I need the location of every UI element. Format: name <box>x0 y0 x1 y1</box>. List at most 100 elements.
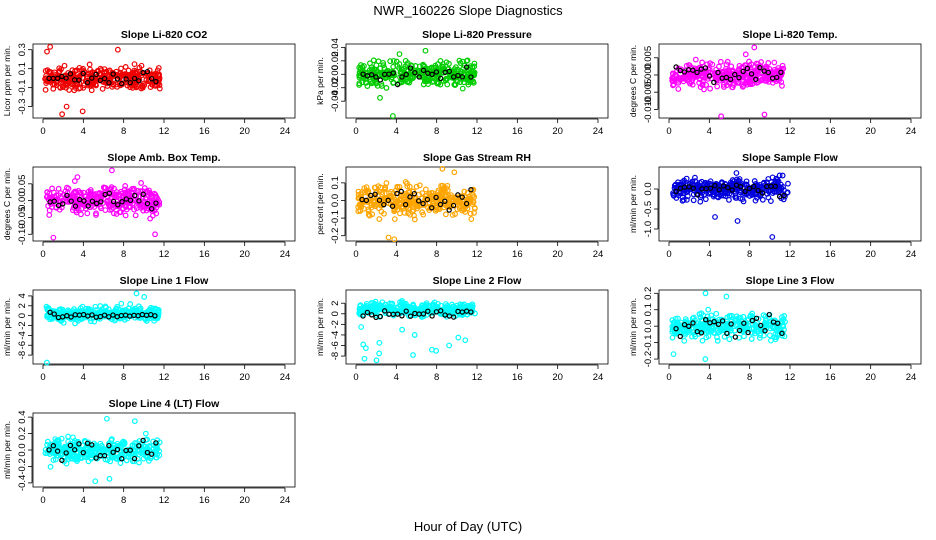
y-tick-label: 0.2 <box>643 287 654 300</box>
x-tick-label: 8 <box>121 372 126 383</box>
reference-point <box>59 73 65 80</box>
x-tick-label: 20 <box>552 126 563 137</box>
data-point <box>155 65 162 71</box>
reference-point <box>81 198 87 204</box>
x-tick-label: 16 <box>199 495 210 506</box>
data-point <box>131 61 138 68</box>
data-point <box>779 82 785 89</box>
x-tick-label: 24 <box>280 495 291 506</box>
data-point <box>672 72 678 78</box>
data-point <box>443 76 450 83</box>
data-point <box>767 337 774 344</box>
data-point <box>431 299 438 306</box>
data-point <box>49 185 55 192</box>
x-tick-label: 4 <box>707 126 712 137</box>
y-tick-label: 0.1 <box>17 62 28 75</box>
reference-point <box>110 198 117 205</box>
data-point <box>363 187 370 194</box>
reference-point <box>67 71 74 77</box>
y-tick-label: 0.000 <box>643 63 654 87</box>
data-point <box>411 216 418 223</box>
reference-point <box>403 308 409 314</box>
data-point <box>87 452 94 459</box>
data-point <box>91 318 98 325</box>
data-point <box>765 176 772 182</box>
reference-point <box>89 198 96 204</box>
data-point <box>391 216 398 223</box>
reference-point <box>93 200 100 207</box>
data-point <box>761 332 767 339</box>
data-point <box>144 189 151 196</box>
data-point <box>748 325 755 332</box>
reference-point <box>72 447 78 453</box>
y-tick-label: -8 <box>17 351 28 359</box>
reference-point <box>468 309 474 315</box>
y-tick-label: 0.005 <box>643 46 654 70</box>
data-point <box>767 198 774 204</box>
reference-point <box>707 185 714 191</box>
data-point <box>117 70 123 77</box>
y-tick-label: 0 <box>17 313 28 318</box>
data-point <box>776 172 783 179</box>
data-point <box>371 304 377 311</box>
data-point <box>376 188 383 195</box>
y-tick-label: 0.4 <box>17 411 28 424</box>
x-tick-label: 16 <box>199 249 210 260</box>
data-point <box>389 300 396 307</box>
x-tick-label: 24 <box>906 126 917 137</box>
reference-point <box>742 188 748 195</box>
data-point <box>469 306 476 313</box>
data-point <box>433 303 440 310</box>
data-point <box>404 62 411 68</box>
reference-point <box>51 198 57 204</box>
data-point <box>671 182 678 189</box>
data-point <box>118 300 125 307</box>
data-point <box>440 61 446 68</box>
data-point <box>438 191 445 198</box>
data-point <box>67 316 74 322</box>
plot-box <box>32 412 296 488</box>
data-point <box>108 449 114 456</box>
data-point <box>785 180 791 187</box>
data-point <box>748 61 755 68</box>
data-point <box>763 63 770 70</box>
reference-point <box>778 69 784 75</box>
panel-ylabel: Licor ppm per min. <box>2 46 12 116</box>
data-point <box>771 189 778 195</box>
data-point <box>78 211 84 218</box>
data-point <box>717 326 724 333</box>
reference-point <box>719 318 726 324</box>
data-point <box>463 58 470 64</box>
data-point <box>670 81 677 88</box>
data-point <box>410 305 417 312</box>
data-point <box>375 183 382 190</box>
y-tick-label: -4 <box>330 331 341 339</box>
data-point <box>355 208 362 215</box>
data-point <box>773 326 779 333</box>
data-point <box>740 198 747 205</box>
data-point <box>65 433 71 440</box>
data-point <box>106 201 113 208</box>
reference-point <box>433 194 439 201</box>
reference-point <box>47 309 53 315</box>
data-point <box>698 323 705 330</box>
reference-point <box>80 70 86 77</box>
data-point <box>129 84 136 91</box>
reference-point <box>762 328 768 334</box>
data-point <box>46 212 53 218</box>
plot-box <box>345 289 609 365</box>
data-point <box>705 65 712 72</box>
x-tick-label: 0 <box>40 249 45 260</box>
x-tick-label: 24 <box>593 126 604 137</box>
data-point <box>378 83 385 89</box>
data-point <box>145 457 152 464</box>
x-tick-label: 24 <box>906 372 917 383</box>
data-point <box>391 236 398 243</box>
data-point <box>743 320 749 327</box>
data-point <box>775 183 782 189</box>
data-point <box>763 75 770 82</box>
data-point <box>122 212 129 219</box>
panel-7: Slope Line 1 Flow ml/min per min. 0 4 8 12 16 2… <box>2 275 296 383</box>
data-point <box>124 82 131 89</box>
reference-point <box>736 327 743 334</box>
